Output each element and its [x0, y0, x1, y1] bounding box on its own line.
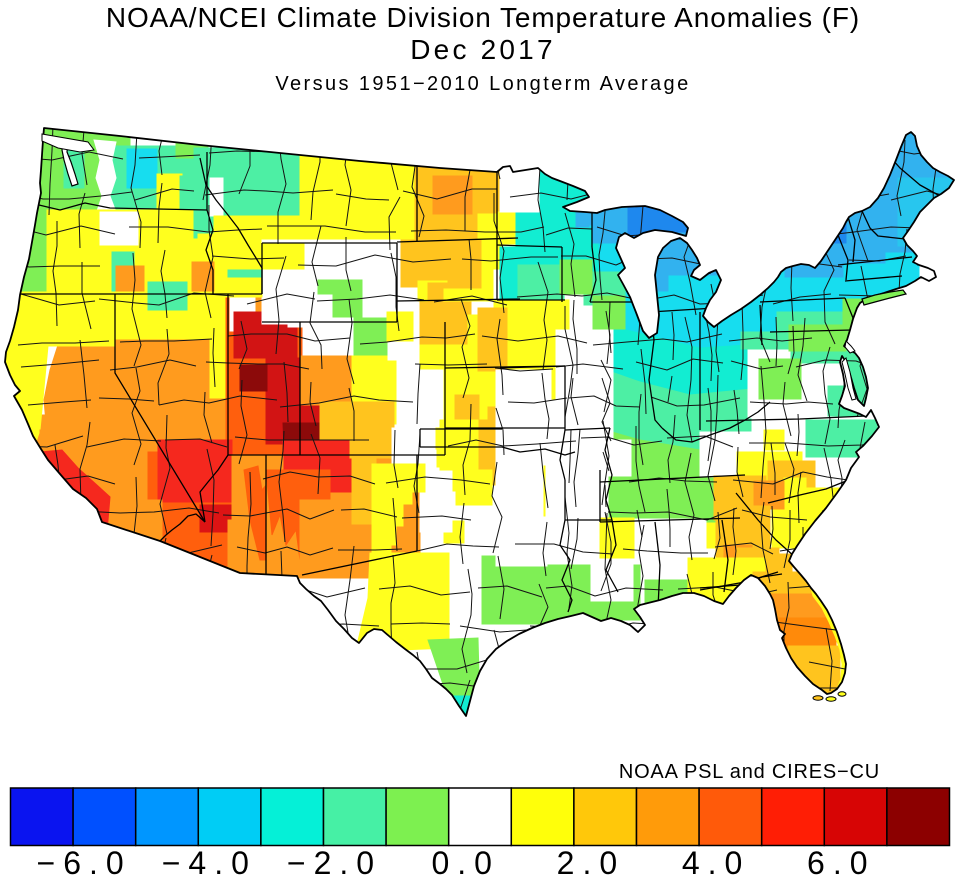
svg-text:NOAA/NCEI Climate Division Tem: NOAA/NCEI Climate Division Temperature A… — [106, 2, 860, 33]
svg-text:2.0: 2.0 — [557, 845, 625, 879]
svg-text:4.0: 4.0 — [682, 845, 750, 879]
svg-text:−6.0: −6.0 — [37, 845, 132, 879]
svg-text:6.0: 6.0 — [807, 845, 875, 879]
svg-text:Versus 1951−2010 Longterm Aver: Versus 1951−2010 Longterm Average — [275, 73, 690, 95]
svg-text:0.0: 0.0 — [431, 845, 499, 879]
svg-text:NOAA PSL and CIRES−CU: NOAA PSL and CIRES−CU — [619, 761, 880, 783]
svg-text:−2.0: −2.0 — [287, 845, 382, 879]
svg-text:Dec 2017: Dec 2017 — [410, 34, 555, 65]
svg-text:−4.0: −4.0 — [162, 845, 257, 879]
